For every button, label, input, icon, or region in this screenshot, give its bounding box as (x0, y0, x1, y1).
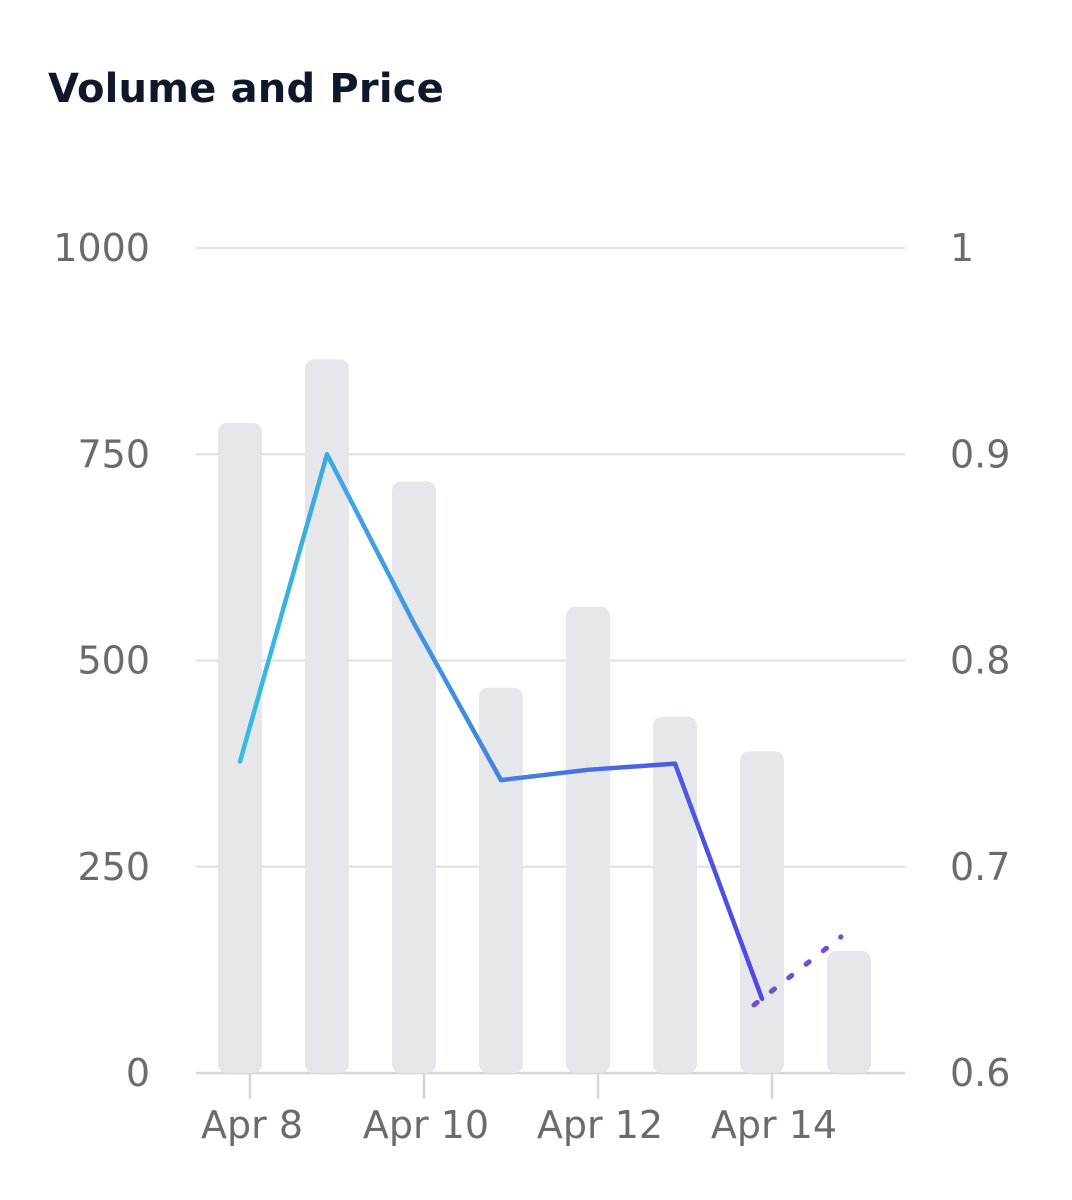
x-tick-label: Apr 8 (201, 1103, 303, 1147)
x-tick-label: Apr 10 (363, 1103, 489, 1147)
y-right-tick-label: 0.8 (950, 639, 1010, 683)
x-tick-label: Apr 14 (711, 1103, 837, 1147)
price-line (237, 452, 765, 1001)
y-left-tick-label: 1000 (53, 226, 150, 270)
chart-title: Volume and Price (48, 66, 444, 112)
volume-bar (305, 359, 349, 1073)
volume-bar (479, 687, 523, 1073)
y-left-tick-label: 0 (126, 1051, 150, 1095)
price-projection-line (751, 934, 844, 1008)
volume-bar (653, 716, 697, 1073)
volume-bar (218, 422, 262, 1073)
y-right-tick-label: 0.7 (950, 845, 1010, 889)
x-tick-label: Apr 12 (537, 1103, 663, 1147)
y-left-tick-label: 250 (77, 845, 150, 889)
y-left-tick-label: 500 (77, 639, 150, 683)
volume-bar (392, 481, 436, 1074)
volume-bar (827, 950, 871, 1073)
y-right-tick-label: 1 (950, 226, 974, 270)
y-left-tick-label: 750 (77, 432, 150, 476)
y-right-tick-label: 0.6 (950, 1051, 1010, 1095)
y-right-tick-label: 0.9 (950, 432, 1010, 476)
volume-bar (566, 606, 610, 1073)
volume-bar (740, 751, 784, 1073)
